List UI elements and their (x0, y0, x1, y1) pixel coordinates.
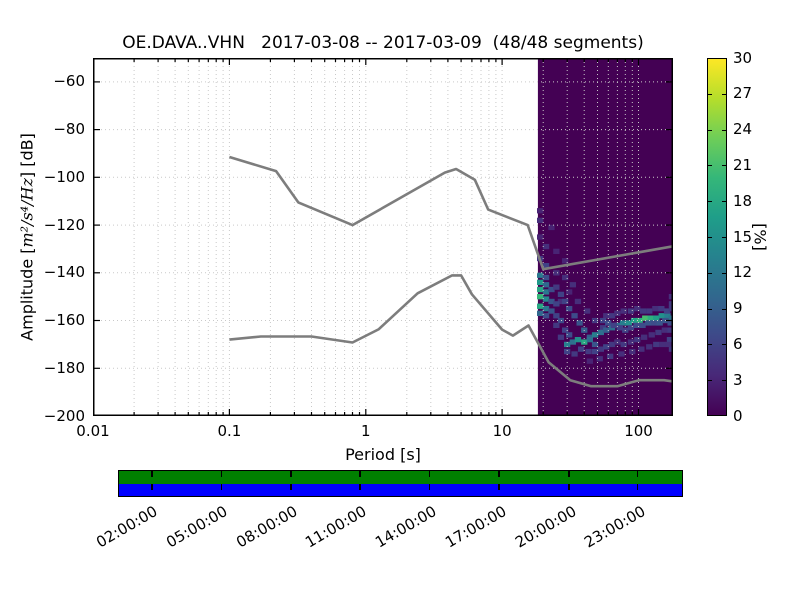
x-tick-label: 100 (624, 422, 653, 440)
x-tick-label: 0.1 (217, 422, 242, 440)
coverage-bar-data-stripe (119, 471, 682, 484)
colorbar-tick-mark (722, 380, 726, 382)
colorbar-tick-mark (708, 344, 712, 346)
colorbar-tick-mark (722, 165, 726, 167)
colorbar-tick-mark (722, 308, 726, 310)
y-axis-label: Amplitude [m²/s⁴/Hz] [dB] (18, 133, 37, 341)
colorbar-tick-mark (708, 201, 712, 203)
coverage-bar-tick (359, 483, 361, 490)
colorbar-label: [%] (750, 223, 770, 251)
coverage-bar-time-stripe (119, 483, 682, 496)
x-tick-label: 10 (492, 422, 512, 440)
x-tick-label: 0.01 (76, 422, 110, 440)
coverage-bar-tick (151, 483, 153, 490)
y-tick-label: −100 (43, 167, 85, 186)
coverage-bar-tick (568, 483, 570, 490)
colorbar-tick-mark (722, 272, 726, 274)
y-axis-label-math: m²/s⁴/Hz (17, 178, 37, 248)
noise-model-nlnm (229, 274, 673, 388)
coverage-bar-tick (636, 471, 639, 477)
coverage-bar-tick (428, 483, 431, 490)
plot-title: OE.DAVA..VHN 2017-03-08 -- 2017-03-09 (4… (122, 33, 644, 53)
coverage-bar-tick (220, 483, 223, 490)
colorbar-tick-mark (708, 93, 712, 95)
colorbar-tick-mark (708, 308, 712, 310)
coverage-bar-tick (290, 471, 292, 477)
y-tick-label: −200 (43, 406, 85, 425)
coverage-bar-tick (428, 471, 431, 477)
coverage-bar (118, 470, 683, 497)
colorbar-tick-mark (722, 344, 726, 346)
colorbar-tick-label: 9 (733, 299, 743, 318)
coverage-bar-tick (498, 483, 500, 490)
colorbar-tick-label: 6 (733, 334, 743, 353)
colorbar-tick-mark (722, 129, 726, 131)
coverage-bar-tick (220, 471, 223, 477)
y-tick-label: −120 (43, 215, 85, 234)
colorbar (707, 58, 727, 416)
y-tick-label: −60 (53, 72, 85, 91)
colorbar-tick-mark (708, 129, 712, 131)
colorbar-tick-mark (722, 201, 726, 203)
colorbar-tick-mark (708, 237, 712, 238)
colorbar-tick-label: 27 (733, 84, 753, 103)
colorbar-tick-label: 3 (733, 370, 743, 389)
colorbar-tick-mark (708, 380, 712, 382)
noise-model-nhnm (229, 155, 673, 271)
ppsd-histogram-background (537, 58, 673, 416)
colorbar-tick-label: 15 (733, 227, 753, 246)
colorbar-tick-mark (708, 165, 712, 167)
coverage-bar-tick (359, 471, 361, 477)
colorbar-tick-label: 18 (733, 191, 753, 210)
colorbar-tick-label: 12 (733, 263, 753, 282)
colorbar-tick-mark (722, 237, 726, 238)
y-tick-label: −180 (43, 358, 85, 377)
coverage-bar-tick (290, 483, 292, 490)
colorbar-tick-label: 30 (733, 48, 753, 67)
y-tick-label: −80 (53, 120, 85, 139)
colorbar-tick-label: 0 (733, 406, 743, 425)
coverage-bar-tick (636, 483, 639, 490)
y-tick-label: −140 (43, 263, 85, 282)
colorbar-tick-label: 21 (733, 155, 753, 174)
coverage-bar-tick (568, 471, 570, 477)
x-tick-label: 1 (360, 422, 371, 440)
coverage-bar-tick (498, 471, 500, 477)
y-tick-label: −160 (43, 311, 85, 330)
colorbar-tick-mark (708, 272, 712, 274)
plot-area (93, 58, 673, 416)
x-axis-label: Period [s] (345, 445, 421, 464)
colorbar-tick-mark (722, 93, 726, 95)
colorbar-tick-label: 24 (733, 120, 753, 139)
coverage-bar-tick (151, 471, 153, 477)
